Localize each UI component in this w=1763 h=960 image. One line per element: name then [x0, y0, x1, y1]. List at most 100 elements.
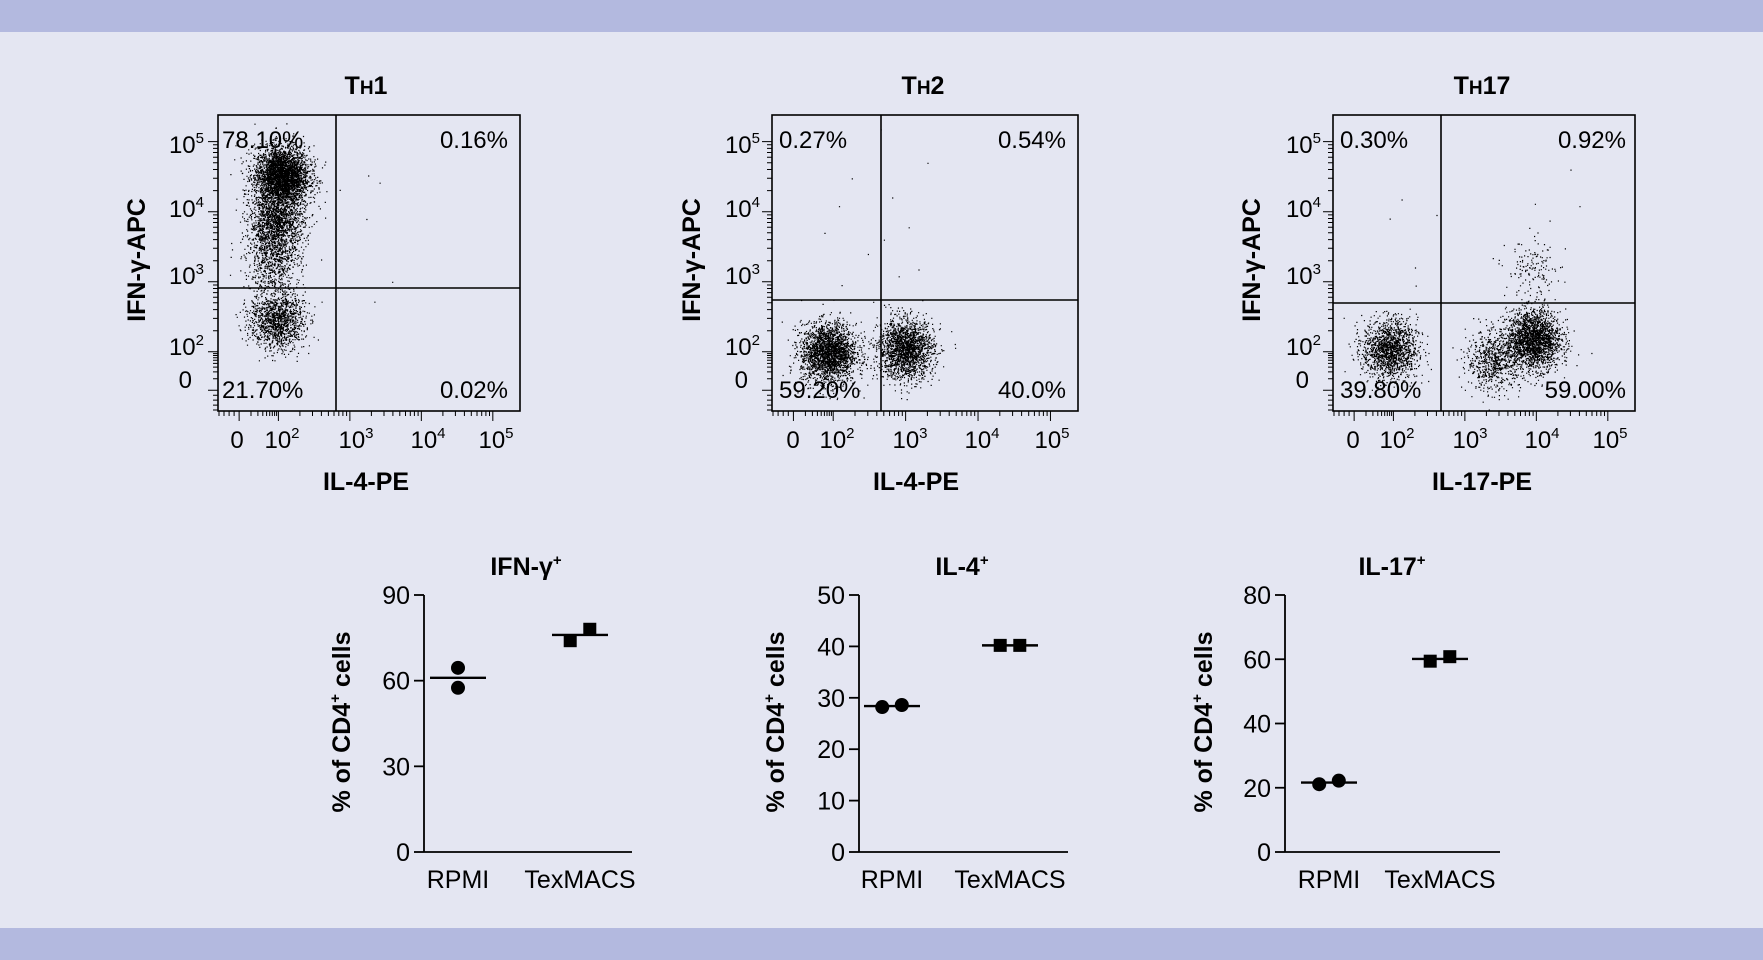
y-tick-label: 80	[1243, 582, 1271, 610]
tick-marks	[208, 141, 494, 421]
x-tick-0: 0	[230, 427, 243, 454]
summary-marks: 0 20 40 60 80 RPMI TexMACS	[1243, 582, 1495, 894]
quadrant-upper-left: 78.10%	[222, 127, 303, 154]
y-tick-label: 50	[817, 582, 845, 610]
x-tick-10000: 104	[410, 425, 445, 454]
event-dot-cloud	[1343, 169, 1593, 411]
y-tick-label: 90	[382, 582, 410, 610]
y-tick-label: 30	[382, 753, 410, 781]
x-tick-10000: 104	[964, 425, 999, 454]
x-tick-0: 0	[786, 427, 799, 454]
data-point-square	[1013, 638, 1027, 652]
top-band	[0, 0, 1763, 32]
y-tick-label: 20	[817, 736, 845, 764]
quadrant-lower-left: 39.80%	[1340, 377, 1421, 404]
y-tick-label: 60	[1243, 646, 1271, 674]
y-tick-10000: 104	[169, 194, 204, 223]
summary-title: IL-17+	[1358, 552, 1425, 581]
y-tick-100: 102	[1286, 332, 1321, 361]
y-tick-0: 0	[735, 367, 748, 394]
plot-frame	[1332, 114, 1636, 412]
category-label: RPMI	[427, 866, 490, 894]
y-tick-label: 40	[1243, 711, 1271, 739]
event-dots	[1343, 169, 1593, 411]
summary-marks: 0 10 20 30 40 50 RPMI TexMACS	[817, 582, 1065, 894]
quadrant-lower-right: 59.00%	[1545, 377, 1626, 404]
y-axis-label: IFN-γ-APC	[1238, 198, 1266, 322]
y-tick-0: 0	[179, 367, 192, 394]
x-tick-1000: 103	[892, 425, 927, 454]
y-tick-label: 30	[817, 685, 845, 713]
flow-panel-th1: TH1 78.10% 0.16% 21.70% 0.02% 0 102 103 …	[123, 72, 521, 496]
plot-frame	[771, 114, 1079, 412]
x-tick-100000: 105	[1034, 425, 1069, 454]
quadrant-upper-left: 0.30%	[1340, 127, 1408, 154]
quadrant-lower-right: 0.02%	[440, 377, 508, 404]
data-point-circle	[875, 700, 890, 715]
plot-frame	[217, 114, 521, 412]
quadrant-upper-left: 0.27%	[779, 127, 847, 154]
category-label: RPMI	[1298, 866, 1361, 894]
y-tick-1000: 103	[1286, 261, 1321, 290]
axis-ticks	[208, 141, 494, 421]
x-tick-0: 0	[1346, 427, 1359, 454]
summary-panel-il4: IL-4+ % of CD4+ cells 0 10 20 30 40 50 RPMI Tex…	[761, 552, 1068, 894]
x-axis-label: IL-17-PE	[1432, 468, 1532, 496]
x-tick-100: 102	[1379, 425, 1414, 454]
y-tick-label: 0	[396, 839, 410, 867]
y-tick-1000: 103	[725, 261, 760, 290]
y-axis-label: % of CD4+ cells	[1189, 631, 1218, 812]
x-tick-100000: 105	[1592, 425, 1627, 454]
summary-panel-il17: IL-17+ % of CD4+ cells 0 20 40 60 80 RPMI TexM…	[1189, 552, 1500, 894]
axis-ticks	[1323, 141, 1609, 421]
data-point-square	[563, 634, 577, 648]
y-tick-1000: 103	[169, 261, 204, 290]
y-tick-100000: 105	[1286, 130, 1321, 159]
flow-title-th17: TH17	[1454, 72, 1511, 100]
y-axis-label: IFN-γ-APC	[123, 198, 151, 322]
data-point-circle	[1312, 777, 1327, 792]
summary-panel-ifng: IFN-γ+ % of CD4+ cells 0 30 60 90 RPMI TexMAC…	[327, 552, 636, 894]
quadrant-upper-right: 0.92%	[1558, 127, 1626, 154]
y-axis-label: % of CD4+ cells	[327, 631, 356, 812]
y-tick-0: 0	[1296, 367, 1309, 394]
y-tick-100000: 105	[725, 130, 760, 159]
tick-marks	[762, 141, 1051, 421]
data-point-square	[1423, 654, 1437, 668]
data-point-circle	[1331, 773, 1346, 788]
x-tick-1000: 103	[338, 425, 373, 454]
event-dots	[781, 129, 957, 401]
data-point-square	[1443, 650, 1457, 664]
x-axis-label: IL-4-PE	[873, 468, 959, 496]
summary-title: IL-4+	[935, 552, 988, 581]
y-axis-label: % of CD4+ cells	[761, 631, 790, 812]
tick-marks	[1323, 141, 1609, 421]
x-axis-label: IL-4-PE	[323, 468, 409, 496]
event-dot-cloud	[781, 129, 957, 401]
category-label: RPMI	[861, 866, 924, 894]
data-point-circle	[451, 680, 465, 695]
y-tick-label: 20	[1243, 775, 1271, 803]
flow-title-th2: TH2	[902, 72, 945, 100]
x-tick-100: 102	[264, 425, 299, 454]
quadrant-lower-right: 40.0%	[998, 377, 1066, 404]
x-tick-10000: 104	[1524, 425, 1559, 454]
axis-ticks	[762, 141, 1051, 421]
event-dot-cloud	[229, 123, 394, 362]
flow-panel-th2: TH2 0.27% 0.54% 59.20% 40.0% 0 102 103 1…	[678, 72, 1079, 496]
category-label: TexMACS	[524, 866, 635, 894]
quadrant-upper-right: 0.54%	[998, 127, 1066, 154]
category-label: TexMACS	[1384, 866, 1495, 894]
y-tick-label: 0	[1257, 839, 1271, 867]
summary-marks: 0 30 60 90 RPMI TexMACS	[382, 582, 635, 894]
summary-title: IFN-γ+	[490, 552, 562, 581]
y-tick-100: 102	[169, 332, 204, 361]
y-tick-10000: 104	[1286, 194, 1321, 223]
quadrant-upper-right: 0.16%	[440, 127, 508, 154]
data-point-square	[993, 638, 1007, 652]
x-tick-1000: 103	[1452, 425, 1487, 454]
y-axis-label: IFN-γ-APC	[678, 198, 706, 322]
y-tick-10000: 104	[725, 194, 760, 223]
data-point-circle	[894, 697, 909, 712]
